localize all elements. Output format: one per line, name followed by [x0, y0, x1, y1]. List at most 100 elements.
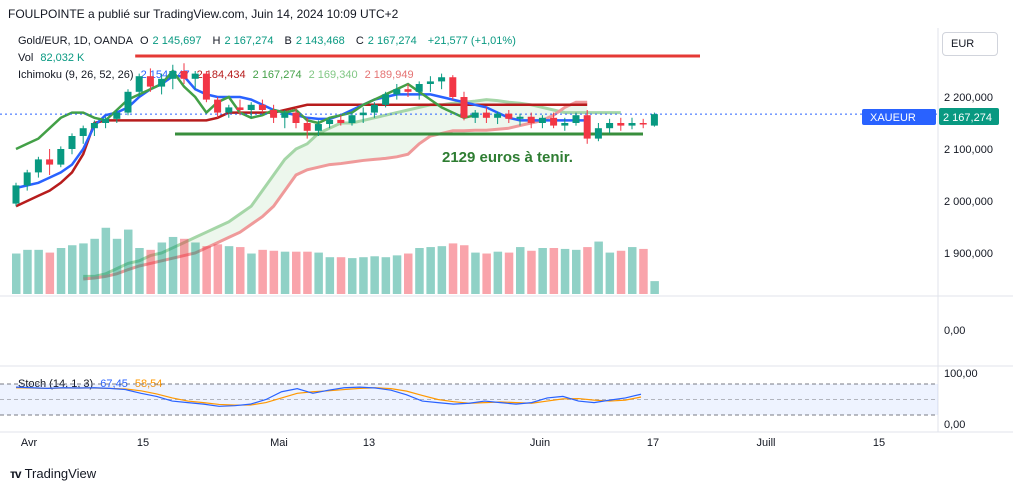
- last-price-label: 2 167,274: [943, 112, 992, 124]
- volume-bar: [236, 247, 245, 294]
- candle-body: [314, 124, 322, 131]
- candle-body: [527, 116, 535, 123]
- volume-bar: [314, 252, 323, 294]
- volume-bar: [168, 236, 178, 294]
- volume-bar: [247, 253, 256, 294]
- currency-button[interactable]: EUR: [942, 32, 998, 56]
- volume-bar: [101, 227, 111, 294]
- candle-body: [404, 89, 412, 92]
- candle-body: [326, 119, 334, 125]
- candle-body: [102, 118, 110, 123]
- candle-body: [606, 123, 614, 129]
- close-label: C: [355, 35, 364, 47]
- stoch-label: Stoch (14, 1, 3): [18, 378, 93, 390]
- candle-body: [482, 112, 490, 118]
- symbol-tag-box: [862, 109, 936, 125]
- high-value: 2 167,274: [224, 35, 274, 47]
- volume-bar: [12, 253, 21, 294]
- candle-body: [191, 73, 199, 79]
- candle-body: [516, 116, 524, 119]
- volume-bar: [650, 281, 659, 294]
- volume-bar: [560, 248, 570, 294]
- volume-bar: [34, 249, 43, 294]
- support-annotation: 2129 euros à tenir.: [442, 149, 573, 166]
- candle-body: [538, 117, 546, 123]
- candle-body: [639, 123, 647, 125]
- volume-bar: [583, 247, 592, 294]
- volume-bar: [448, 243, 458, 294]
- candle-body: [247, 104, 255, 110]
- volume-bar: [23, 249, 32, 294]
- volume-bar: [135, 248, 144, 294]
- symbol-name[interactable]: Gold/EUR, 1D, OANDA: [18, 35, 133, 47]
- candle-body: [12, 185, 20, 204]
- volume-bar: [202, 246, 211, 294]
- candle-body: [583, 115, 591, 139]
- candle-body: [460, 97, 468, 118]
- candle-body: [113, 112, 121, 119]
- time-tick-label: 15: [137, 437, 149, 449]
- open-label: O: [139, 35, 149, 47]
- candle-body: [359, 112, 367, 116]
- price-tick-label: 2 100,000: [944, 144, 993, 156]
- volume-bar: [594, 241, 603, 294]
- price-tick-label: 2 200,000: [944, 92, 993, 104]
- volume-bar: [191, 242, 200, 294]
- volume-bar: [325, 257, 335, 294]
- volume-bar: [605, 252, 615, 294]
- tradingview-brand[interactable]: ᴛᴠ TradingView: [10, 466, 96, 481]
- candle-body: [348, 115, 356, 123]
- volume-bar: [471, 252, 480, 294]
- volume-bar: [460, 245, 469, 294]
- volume-bar: [303, 251, 312, 294]
- candle-body: [202, 73, 210, 100]
- candle-body: [370, 104, 378, 113]
- publish-header: FOULPOINTE a publié sur TradingView.com,…: [8, 7, 399, 21]
- volume-bar: [348, 258, 357, 294]
- volume-bar: [157, 242, 167, 294]
- chikou-span-line: [15, 68, 476, 151]
- candle-body: [628, 123, 636, 126]
- brand-name: TradingView: [24, 466, 97, 481]
- candle-body: [650, 114, 658, 126]
- volume-bar: [336, 257, 346, 294]
- volume-bar: [68, 245, 77, 294]
- candle-body: [471, 112, 479, 118]
- candle-body: [303, 123, 311, 131]
- volume-bar: [516, 247, 525, 294]
- stoch-tick-label: 100,00: [944, 368, 978, 380]
- candle-body: [23, 172, 31, 186]
- candle-body: [258, 104, 266, 110]
- time-tick-label: 15: [873, 437, 885, 449]
- volume-bar: [124, 229, 133, 294]
- volume-bar: [616, 250, 626, 294]
- time-tick-label: 17: [647, 437, 659, 449]
- volume-bar: [426, 247, 435, 294]
- candle-body: [550, 117, 558, 126]
- volume-bar: [258, 249, 267, 294]
- candle-body: [124, 91, 132, 113]
- volume-bar: [269, 250, 279, 294]
- candle-body: [438, 77, 446, 82]
- candle-body: [426, 81, 434, 84]
- candle-body: [34, 159, 42, 173]
- candle-body: [292, 112, 300, 123]
- volume-tick-label: 0,00: [944, 325, 965, 337]
- volume-bar: [292, 251, 301, 294]
- volume-legend[interactable]: Vol 82,032 K: [18, 52, 88, 64]
- volume-bar: [56, 248, 66, 294]
- ichimoku-cloud: [83, 99, 588, 279]
- volume-bar: [79, 243, 88, 294]
- ichimoku-legend[interactable]: Ichimoku (9, 26, 52, 26) 2 154,347 2 184…: [18, 69, 418, 81]
- stoch-legend[interactable]: Stoch (14, 1, 3) 67,45 58,54: [18, 378, 166, 390]
- candle-body: [169, 71, 177, 79]
- volume-bar: [180, 238, 189, 294]
- time-tick-label: Avr: [21, 437, 38, 449]
- candle-body: [68, 136, 76, 149]
- candle-body: [281, 112, 289, 118]
- volume-bar: [45, 252, 55, 294]
- volume-value: 82,032 K: [40, 52, 85, 64]
- kijun-sen-line: [15, 103, 588, 208]
- candle-body: [236, 107, 244, 110]
